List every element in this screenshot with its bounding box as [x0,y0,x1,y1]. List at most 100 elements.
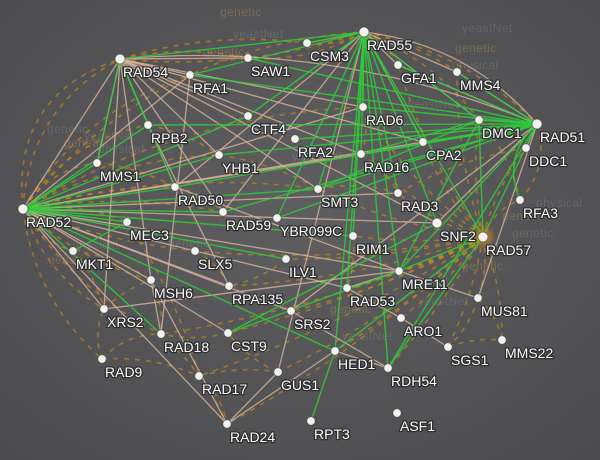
graph-node-MRE11[interactable] [394,266,404,276]
edge-RAD52-RAD18 [22,208,162,335]
graph-node-RAD52[interactable] [17,203,29,215]
graph-node-MKT1[interactable] [68,246,78,256]
edge-RAD52-RFA1 [22,74,191,210]
graph-node-RAD9[interactable] [97,354,107,364]
graph-node-MMS4[interactable] [452,67,462,77]
graph-node-RIM1[interactable] [348,231,358,241]
watermark-text: genetic [330,302,372,316]
watermark-text: yeastNet [233,27,284,41]
edge-RAD55-HED1 [334,31,365,352]
node-label-DMC1: DMC1 [482,125,522,141]
graph-node-MEC3[interactable] [122,217,132,227]
graph-node-XRS2[interactable] [99,304,109,314]
graph-node-RAD3[interactable] [393,188,403,198]
graph-node-SGS1[interactable] [443,342,453,352]
edge-RAD54-CTF4 [119,58,249,117]
graph-node-GFA1[interactable] [393,60,403,70]
edge-ARO1-SGS1 [400,317,449,348]
graph-node-RFA3[interactable] [515,195,525,205]
edge-RAD52-RAD54 [22,58,121,210]
graph-node-DDC1[interactable] [521,143,531,153]
edge-RAD54-RAD16 [119,58,362,155]
edge-RAD52-RAD53 [22,208,348,289]
graph-node-RAD18[interactable] [156,329,166,339]
graph-node-RAD51[interactable] [531,118,543,130]
graph-node-MMS22[interactable] [497,335,507,345]
graph-node-RAD16[interactable] [356,149,366,159]
node-label-RIM1: RIM1 [356,241,390,257]
edge-RAD52-RIM1 [22,208,354,237]
graph-node-ILV1[interactable] [281,254,291,264]
edge-DMC1-RAD16 [360,119,480,155]
edge-RAD52-MEC3 [22,208,128,223]
graph-node-YBR099C[interactable] [272,213,282,223]
graph-node-RAD57[interactable] [477,231,489,243]
graph-node-MMS1[interactable] [92,158,102,168]
edge-DMC1-DDC1 [478,119,527,149]
watermark-text: yeastNet [462,21,513,35]
graph-node-ASF1[interactable] [392,408,402,418]
graph-node-RDH54[interactable] [383,363,393,373]
node-label-RPB2: RPB2 [151,130,188,146]
edge-RAD54-CPA2 [119,58,424,143]
node-label-YHB1: YHB1 [222,160,259,176]
node-label-RAD59: RAD59 [226,217,271,233]
edge-RAD24-HED1 [226,350,336,425]
graph-node-HED1[interactable] [330,346,340,356]
edge-RAD51-MMS4 [456,71,538,125]
graph-node-CST9[interactable] [223,328,233,338]
edge-RAD57-SLX5 [194,236,484,257]
nodes-layer [17,26,543,429]
graph-node-SLX5[interactable] [190,246,200,256]
node-label-ARO1: ARO1 [404,323,442,339]
node-label-HED1: HED1 [338,356,376,372]
graph-node-RFA2[interactable] [290,134,300,144]
graph-node-RAD59[interactable] [218,207,228,217]
edge-RAD55-YBR099C [276,31,365,219]
graph-node-DMC1[interactable] [474,115,484,125]
graph-node-CPA2[interactable] [418,137,428,147]
edge-YHB1-SMT3 [218,154,319,190]
edge-RAD51-YBR099C [276,123,538,219]
graph-node-RAD50[interactable] [170,182,180,192]
graph-node-RAD24[interactable] [222,419,232,429]
graph-node-SRS2[interactable] [286,306,296,316]
edge-MRE11-RAD50 [174,186,400,272]
edge-RAD55-DMC1 [363,31,480,121]
edge-RAD51-SAW1 [247,57,538,125]
graph-node-RPT3[interactable] [306,416,316,426]
graph-node-SNF2[interactable] [431,217,443,229]
edge-RAD54-SAW1 [119,57,249,60]
edge-RPB2-YHB1 [147,124,220,156]
edge-CST9-RAD18 [160,332,229,339]
graph-node-GUS1[interactable] [273,367,283,377]
graph-node-MSH6[interactable] [146,275,156,285]
graph-node-MUS81[interactable] [473,293,483,303]
graph-node-RPA135[interactable] [224,281,234,291]
graph-node-CSM3[interactable] [302,38,312,48]
graph-node-SAW1[interactable] [243,53,253,63]
edge-RAD52-CST9 [22,208,229,334]
edge-RAD52-RAD54 [21,58,121,210]
graph-node-RPB2[interactable] [143,120,153,130]
edge-RAD52-RAD59 [22,208,224,213]
graph-node-RAD6[interactable] [358,102,368,112]
graph-node-SMT3[interactable] [313,184,323,194]
graph-node-RAD53[interactable] [342,283,352,293]
graph-node-CTF4[interactable] [243,111,253,121]
edge-RAD55-RAD53 [346,31,365,289]
graph-node-RAD17[interactable] [194,371,204,381]
watermark-text: genetic [512,226,554,240]
edge-RAD17-RAD24 [198,375,228,425]
node-label-RAD6: RAD6 [366,112,404,128]
graph-node-ARO1[interactable] [396,313,406,323]
edge-RAD18-MSH6 [150,279,162,335]
graph-node-RAD55[interactable] [358,26,370,38]
edge-RAD52-MSH6 [22,208,152,281]
graph-node-RFA1[interactable] [185,70,195,80]
edge-ILV1-RPA135 [228,258,287,287]
graph-node-RAD54[interactable] [114,53,126,65]
graph-node-YHB1[interactable] [214,150,224,160]
